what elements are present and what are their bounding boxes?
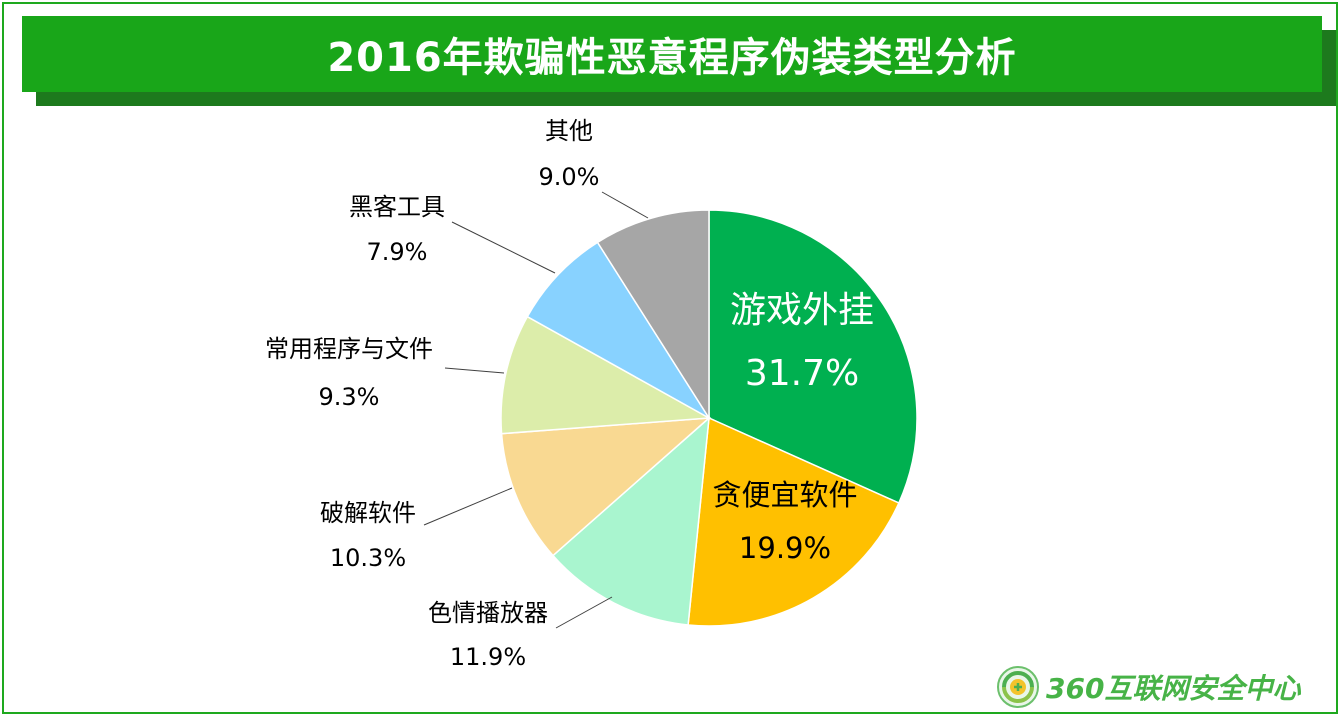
- slice-value-label: 19.9%: [739, 531, 831, 565]
- slice-value-label: 9.3%: [319, 383, 380, 411]
- logo-text: 360互联网安全中心: [1046, 672, 1301, 705]
- leader-line: [555, 596, 613, 629]
- slice-label: 游戏外挂: [730, 290, 874, 331]
- leader-line: [444, 367, 505, 374]
- slice-label: 破解软件: [320, 499, 416, 527]
- 360-logo-icon: [997, 666, 1039, 708]
- pie-slice: [500, 315, 712, 435]
- pie-slice: [687, 416, 900, 627]
- slice-label: 其他: [545, 117, 593, 145]
- leader-line: [451, 221, 556, 274]
- slice-value-label: 7.9%: [367, 238, 428, 266]
- leader-line: [423, 487, 513, 526]
- slice-value-label: 9.0%: [539, 163, 600, 191]
- slice-value-label: 10.3%: [330, 544, 406, 572]
- brand-logo: 360互联网安全中心: [996, 664, 1300, 710]
- pie-slice: [500, 417, 712, 557]
- pie-slice: [596, 209, 710, 421]
- title-bar: 2016年欺骗性恶意程序伪装类型分析: [22, 16, 1322, 92]
- pie-slice: [708, 209, 918, 504]
- slice-value-label: 31.7%: [745, 353, 859, 394]
- slice-label: 黑客工具: [349, 193, 445, 221]
- slice-label: 色情播放器: [428, 599, 548, 627]
- slice-label: 贪便宜软件: [712, 478, 857, 512]
- pie-slice: [551, 416, 710, 626]
- chart-title: 2016年欺骗性恶意程序伪装类型分析: [327, 35, 1017, 81]
- slice-value-label: 11.9%: [450, 643, 526, 671]
- slice-label: 常用程序与文件: [265, 335, 433, 363]
- pie-slice: [526, 241, 710, 419]
- leader-line: [601, 191, 649, 219]
